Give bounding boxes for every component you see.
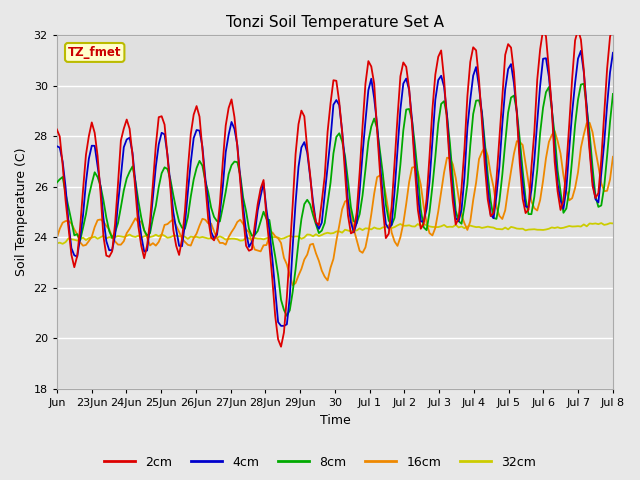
Title: Tonzi Soil Temperature Set A: Tonzi Soil Temperature Set A [226,15,444,30]
Y-axis label: Soil Temperature (C): Soil Temperature (C) [15,148,28,276]
X-axis label: Time: Time [319,414,350,427]
Text: TZ_fmet: TZ_fmet [68,46,122,59]
Legend: 2cm, 4cm, 8cm, 16cm, 32cm: 2cm, 4cm, 8cm, 16cm, 32cm [99,451,541,474]
